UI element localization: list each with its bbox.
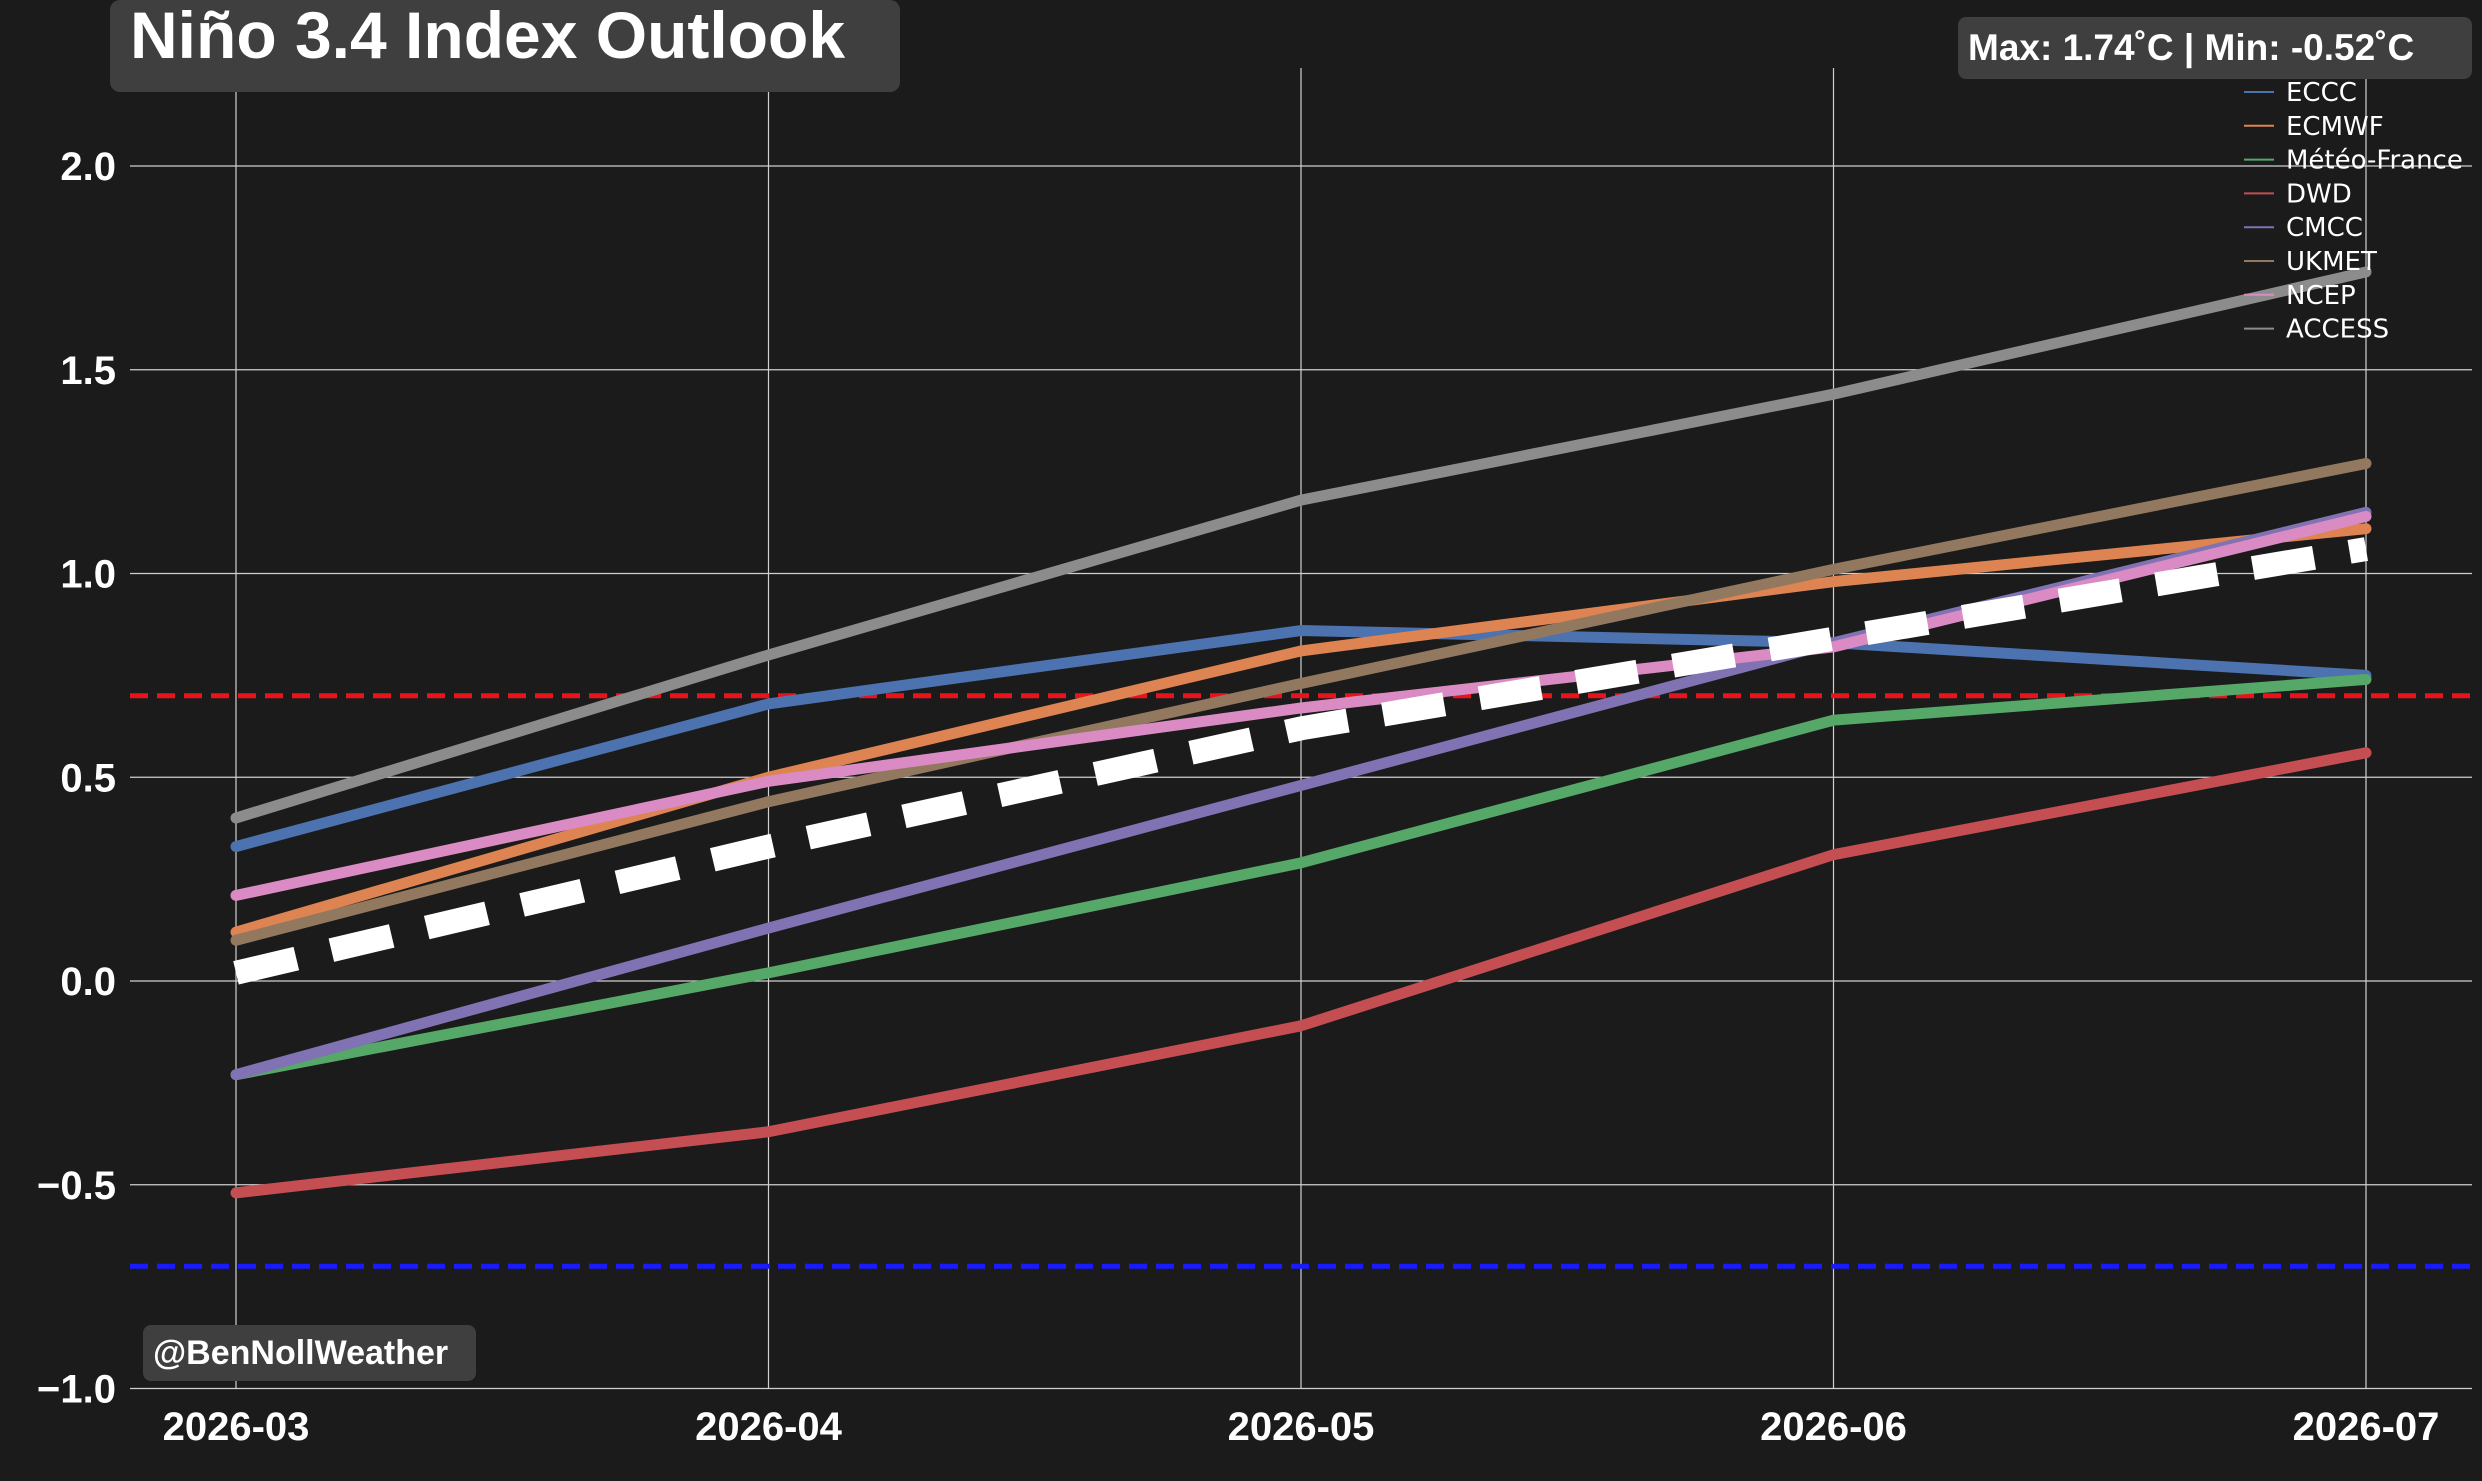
- y-tick-label: 0.0: [60, 960, 116, 1004]
- y-tick-label: 2.0: [60, 145, 116, 189]
- series-line-ecmwf: [230, 523, 2372, 938]
- legend-label: NCEP: [2286, 281, 2356, 311]
- series-line-ukmet: [230, 457, 2372, 946]
- title-box: Niño 3.4 Index Outlook: [110, 0, 900, 92]
- y-tick-label: 1.5: [60, 349, 116, 393]
- stats-box: Max: 1.74˚C | Min: -0.52˚C: [1958, 17, 2472, 79]
- x-tick-label: 2026-04: [695, 1405, 843, 1449]
- watermark-box: @BenNollWeather: [143, 1325, 476, 1381]
- mean-line: [233, 537, 2368, 985]
- legend-label: DWD: [2286, 179, 2352, 209]
- legend-label: ECCC: [2286, 78, 2357, 108]
- series-line-access: [230, 266, 2372, 824]
- series-line-dwd: [230, 747, 2372, 1199]
- y-tick-label: 1.0: [60, 553, 116, 597]
- y-tick-labels: −1.0 −0.5 0.0 0.5 1.0 1.5 2.0: [37, 145, 116, 1412]
- x-tick-label: 2026-06: [1760, 1405, 1907, 1449]
- legend-label: UKMET: [2286, 247, 2377, 277]
- watermark: @BenNollWeather: [153, 1334, 448, 1372]
- ensemble-mean: [233, 537, 2368, 985]
- y-tick-label: −0.5: [37, 1164, 116, 1208]
- x-tick-label: 2026-05: [1228, 1405, 1375, 1449]
- stats-label: Max: 1.74˚C | Min: -0.52˚C: [1968, 27, 2414, 69]
- x-tick-label: 2026-07: [2293, 1405, 2440, 1449]
- y-tick-label: 0.5: [60, 756, 116, 800]
- x-tick-label: 2026-03: [163, 1405, 310, 1449]
- legend-label: ACCESS: [2286, 315, 2389, 345]
- y-tick-label: −1.0: [37, 1368, 116, 1412]
- series-line-eccc: [230, 625, 2372, 853]
- legend-label: CMCC: [2286, 213, 2363, 243]
- chart-title: Niño 3.4 Index Outlook: [130, 0, 845, 72]
- legend-label: ECMWF: [2286, 112, 2384, 142]
- x-tick-labels: 2026-03 2026-04 2026-05 2026-06 2026-07: [163, 1405, 2440, 1449]
- series-line-m-t-o-france: [230, 673, 2372, 1081]
- legend-label: Météo-France: [2286, 146, 2463, 176]
